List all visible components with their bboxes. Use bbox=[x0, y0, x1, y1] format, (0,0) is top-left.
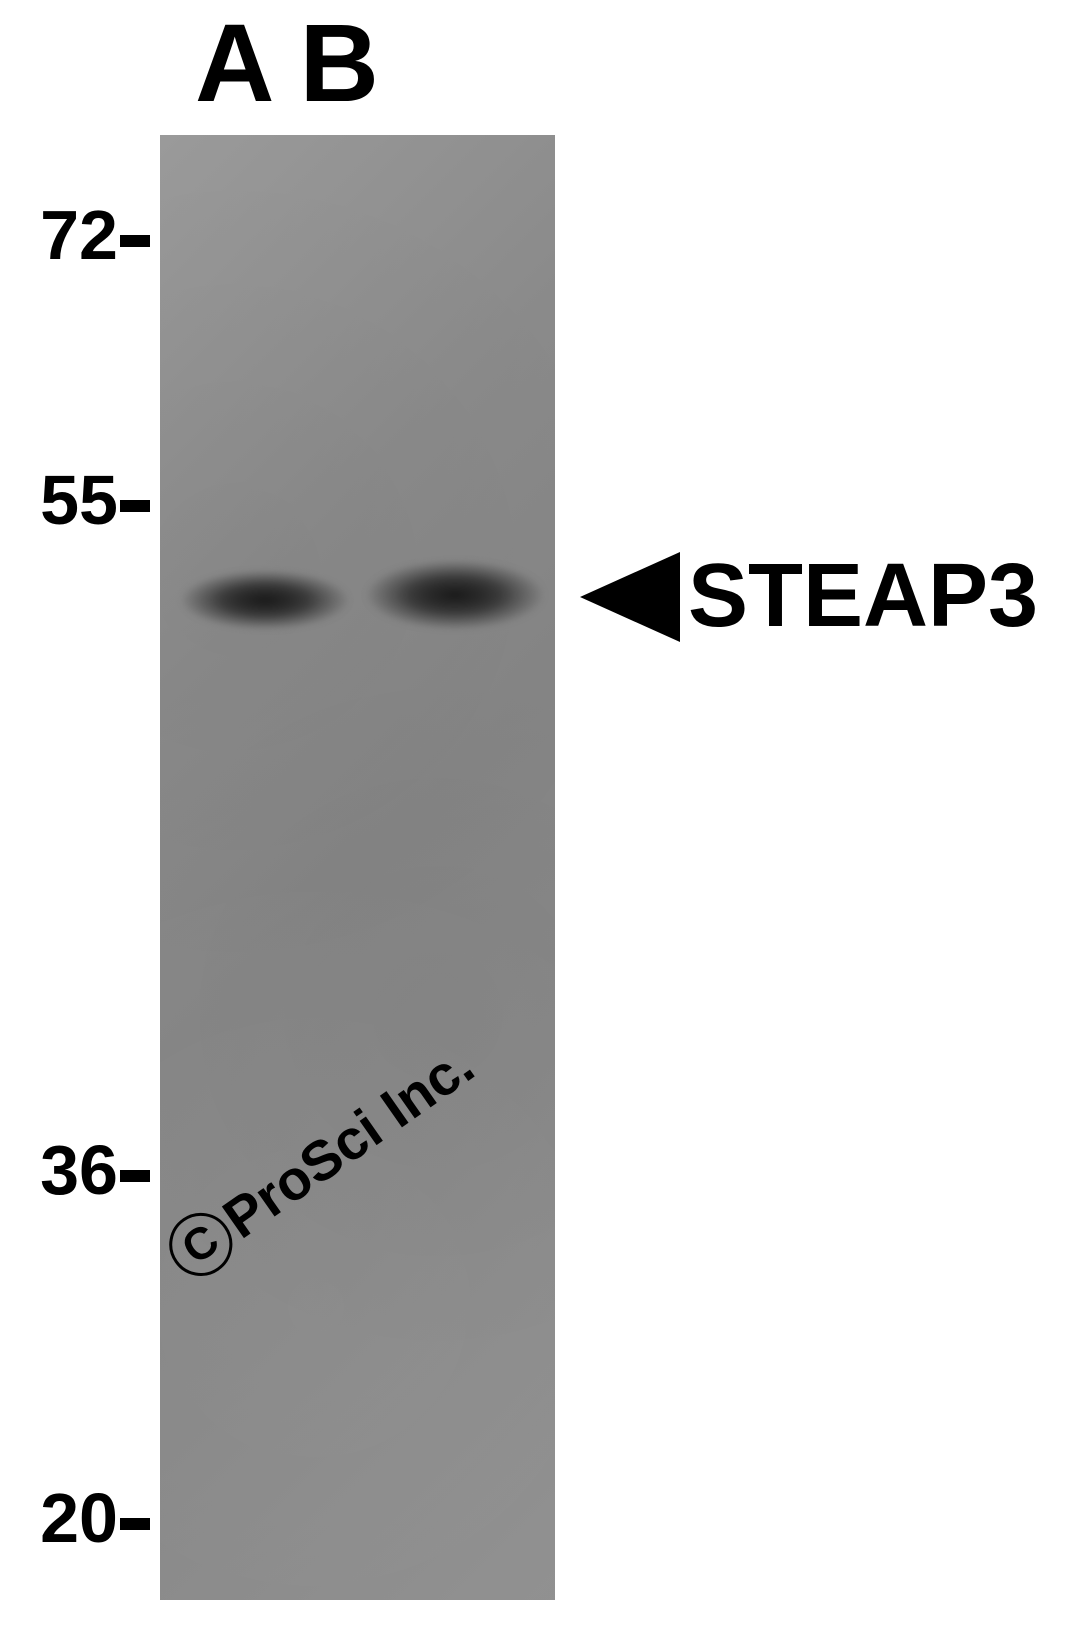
mw-tick-icon bbox=[120, 1170, 150, 1182]
mw-marker-36: 36 bbox=[0, 1130, 150, 1210]
mw-marker-20: 20 bbox=[0, 1478, 150, 1558]
protein-name: STEAP3 bbox=[688, 545, 1038, 648]
mw-tick-icon bbox=[120, 235, 150, 247]
mw-marker-55: 55 bbox=[0, 460, 150, 540]
mw-value-20: 20 bbox=[40, 1479, 118, 1557]
mw-tick-icon bbox=[120, 1518, 150, 1530]
arrow-left-icon bbox=[580, 552, 680, 642]
mw-value-72: 72 bbox=[40, 196, 118, 274]
mw-value-55: 55 bbox=[40, 461, 118, 539]
membrane-texture bbox=[160, 135, 555, 1600]
lane-label-a: A bbox=[195, 0, 274, 127]
mw-tick-icon bbox=[120, 500, 150, 512]
band-lane-a bbox=[180, 570, 350, 630]
lane-labels-row: A B bbox=[195, 0, 379, 127]
western-blot-figure: A B 72 55 36 20 STEAP3 C ProSci Inc. bbox=[0, 0, 1080, 1645]
band-lane-b bbox=[365, 560, 545, 630]
blot-membrane bbox=[160, 135, 555, 1600]
protein-annotation: STEAP3 bbox=[580, 545, 1038, 648]
mw-marker-72: 72 bbox=[0, 195, 150, 275]
mw-value-36: 36 bbox=[40, 1131, 118, 1209]
lane-label-b: B bbox=[299, 0, 378, 127]
